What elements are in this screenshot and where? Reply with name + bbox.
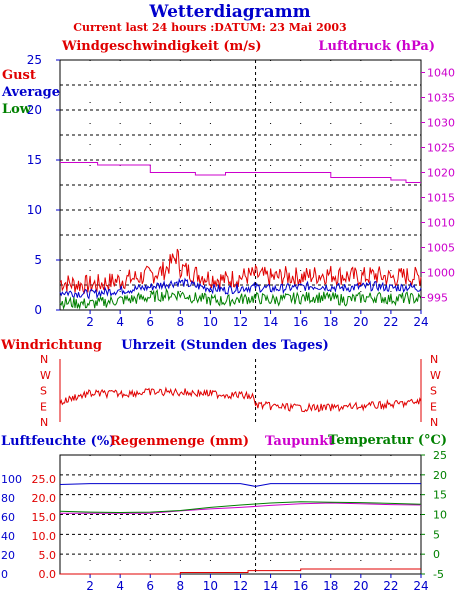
series-luftfeuchte [59,483,421,487]
humidity-ylabel-60: 60 [1,511,15,524]
humidity-ylabel-40: 40 [1,530,15,543]
series-windrichtung [59,386,422,413]
pressure-ylabel-1030: 1030 [427,117,455,130]
humidity-xtick-label-4: 4 [116,579,124,593]
humidity-xtick-label-14: 14 [263,579,278,593]
humidity-ylabel-20: 20 [1,549,15,562]
winddir-ylabel-left-1: W [40,369,51,382]
winddir-ylabel-right-4: N [430,416,438,429]
wind-ylabel-10: 10 [27,203,42,217]
wind-xtick-label-6: 6 [146,315,154,329]
humidity-xtick-label-2: 2 [86,579,94,593]
humidity-title: Luftfeuchte (%) [1,434,115,449]
temp-ylabel-25: 25 [433,449,447,462]
legend-average: Average [1,85,60,100]
wind-xtick-label-16: 16 [293,315,308,329]
series-temperatur [59,501,422,514]
wind-ylabel-15: 15 [27,153,42,167]
wind-xtick-label-18: 18 [323,315,338,329]
rain-ylabel-25.0: 25.0 [32,473,57,486]
humidity-xtick-label-10: 10 [203,579,218,593]
humidity-xtick-label-20: 20 [353,579,368,593]
wind-xtick-label-2: 2 [86,315,94,329]
legend-gust: Gust [2,68,36,83]
winddir-ylabel-right-1: W [430,369,441,382]
rain-ylabel-10.0: 10.0 [32,530,57,543]
temperature-title: Temperatur (°C) [328,433,447,448]
series-regenmenge [60,568,421,575]
humidity-ylabel-100: 100 [1,473,22,486]
humidity-xtick-label-18: 18 [323,579,338,593]
wind-xtick-label-24: 24 [413,315,428,329]
pressure-title: Luftdruck (hPa) [318,39,435,54]
wind-xtick-label-20: 20 [353,315,368,329]
wind-ylabel-20: 20 [27,103,42,117]
temp-ylabel-0: 0 [433,548,440,561]
wind-xtick-label-22: 22 [383,315,398,329]
temp-ylabel-10: 10 [433,509,447,522]
winddir-ylabel-right-3: E [430,400,437,413]
legend-low: Low [2,102,32,117]
pressure-ylabel-1040: 1040 [427,67,455,80]
winddir-title: Windrichtung [0,338,102,353]
humidity-ylabel-80: 80 [1,492,15,505]
temp-ylabel-20: 20 [433,469,447,482]
humidity-xtick-label-6: 6 [146,579,154,593]
pressure-ylabel-1025: 1025 [427,142,455,155]
page-title: Wetterdiagramm [148,2,310,22]
temp-ylabel--5: -5 [433,568,444,581]
series-low [59,287,422,310]
page-subtitle: Current last 24 hours :DATUM: 23 Mai 200… [73,21,346,34]
wind-ylabel-5: 5 [34,253,42,267]
series-gust [59,248,422,294]
pressure-ylabel-1000: 1000 [427,267,455,280]
humidity-xtick-label-24: 24 [413,579,428,593]
pressure-ylabel-995: 995 [427,292,448,305]
winddir-ylabel-left-3: E [40,400,47,413]
series-taupunkt [60,502,422,514]
rain-title: Regenmenge (mm) [110,434,249,449]
time-axis-label: Uhrzeit (Stunden des Tages) [121,338,328,353]
wind-ylabel-0: 0 [34,303,42,317]
wind-xtick-label-4: 4 [116,315,124,329]
winddir-ylabel-right-2: S [430,385,437,398]
winddir-ylabel-right-0: N [430,353,438,366]
wind-xtick-label-8: 8 [177,315,185,329]
pressure-ylabel-1020: 1020 [427,167,455,180]
dewpoint-title: Taupunkt [265,434,334,449]
humidity-xtick-label-12: 12 [233,579,248,593]
pressure-ylabel-1035: 1035 [427,92,455,105]
winddir-ylabel-left-2: S [40,385,47,398]
winddir-ylabel-left-4: N [40,416,48,429]
wind-xtick-label-14: 14 [263,315,278,329]
wind-ylabel-25: 25 [27,53,42,67]
humidity-xtick-label-22: 22 [383,579,398,593]
humidity-ylabel-0: 0 [1,568,8,581]
rain-ylabel-15.0: 15.0 [32,511,57,524]
rain-ylabel-0.0: 0.0 [39,568,57,581]
pressure-ylabel-1015: 1015 [427,192,455,205]
temp-ylabel-5: 5 [433,528,440,541]
rain-ylabel-20.0: 20.0 [32,492,57,505]
winddir-ylabel-left-0: N [40,353,48,366]
pressure-ylabel-1005: 1005 [427,242,455,255]
chart-marks: 0510152025995100010051010101510201025103… [1,53,455,593]
rain-ylabel-5.0: 5.0 [39,549,57,562]
wind-xtick-label-12: 12 [233,315,248,329]
wind-xtick-label-10: 10 [203,315,218,329]
humidity-xtick-label-8: 8 [177,579,185,593]
wind-title: Windgeschwindigkeit (m/s) [61,39,261,54]
pressure-ylabel-1010: 1010 [427,217,455,230]
series-luftdruck [60,162,421,183]
series-average [59,277,422,300]
humidity-xtick-label-16: 16 [293,579,308,593]
temp-ylabel-15: 15 [433,489,447,502]
